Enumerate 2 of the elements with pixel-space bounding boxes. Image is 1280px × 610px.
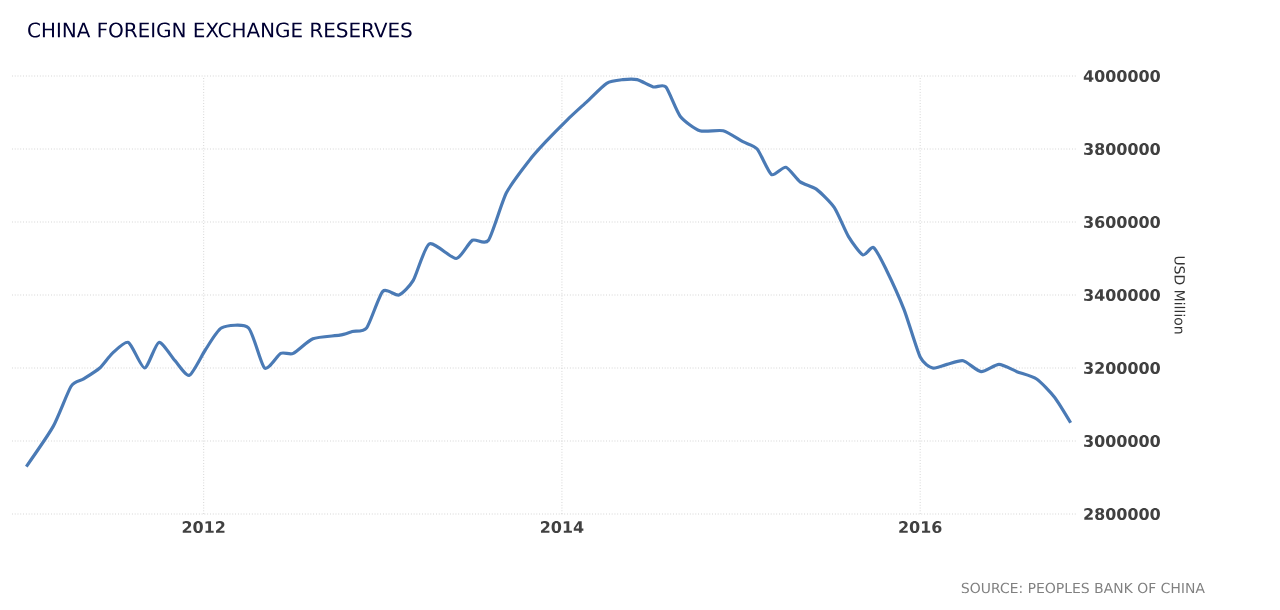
line-series — [24, 77, 1073, 469]
chart-title: CHINA FOREIGN EXCHANGE RESERVES — [28, 22, 412, 38]
